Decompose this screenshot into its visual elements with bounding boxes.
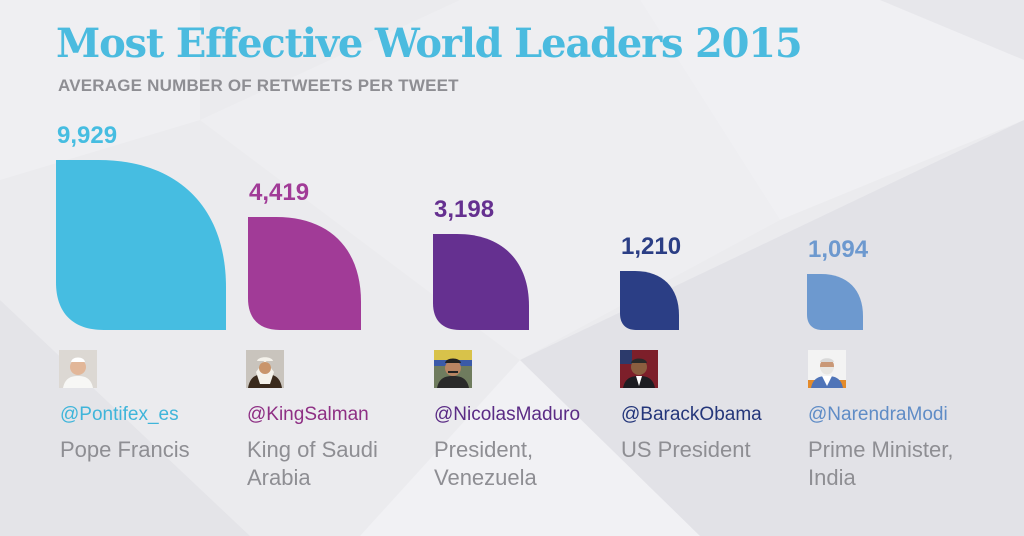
leaf-bar [56, 160, 226, 330]
leader-role: President, Venezuela [434, 437, 537, 490]
leaf-bar-shape [56, 160, 226, 330]
leaf-bar-shape [433, 234, 529, 330]
narendra-modi-avatar-icon [808, 350, 846, 388]
leaf-bar-shape [807, 274, 863, 330]
value-label: 9,929 [57, 122, 118, 149]
value-label: 1,210 [621, 233, 682, 260]
leader-role: Prime Minister, India [808, 437, 954, 490]
leaf-bar [433, 234, 529, 330]
barack-obama-avatar-icon [620, 350, 658, 388]
leader-role: Pope Francis [60, 437, 190, 462]
leader-handle[interactable]: @NicolasMaduro [434, 404, 581, 425]
king-salman-avatar-icon [246, 350, 284, 388]
leader-handle[interactable]: @Pontifex_es [60, 404, 179, 425]
leaf-bar-shape [620, 271, 679, 330]
chart-title: Most Effective World Leaders 2015 [56, 20, 803, 67]
leaf-bar-shape [248, 217, 361, 330]
value-label: 4,419 [249, 179, 310, 206]
leader-role: US President [621, 437, 751, 462]
leaf-bar [248, 217, 361, 330]
value-label: 3,198 [434, 196, 495, 223]
leaf-bar [807, 274, 863, 330]
chart-subtitle: AVERAGE NUMBER OF RETWEETS PER TWEET [58, 76, 459, 95]
nicolas-maduro-avatar-icon [434, 350, 472, 388]
leader-handle[interactable]: @NarendraModi [808, 404, 948, 425]
leader-role: King of Saudi Arabia [247, 437, 378, 490]
leaf-bar [620, 271, 679, 330]
pope-francis-avatar-icon [59, 350, 97, 388]
leader-handle[interactable]: @KingSalman [247, 404, 369, 425]
leader-handle[interactable]: @BarackObama [621, 404, 762, 425]
value-label: 1,094 [808, 236, 869, 263]
